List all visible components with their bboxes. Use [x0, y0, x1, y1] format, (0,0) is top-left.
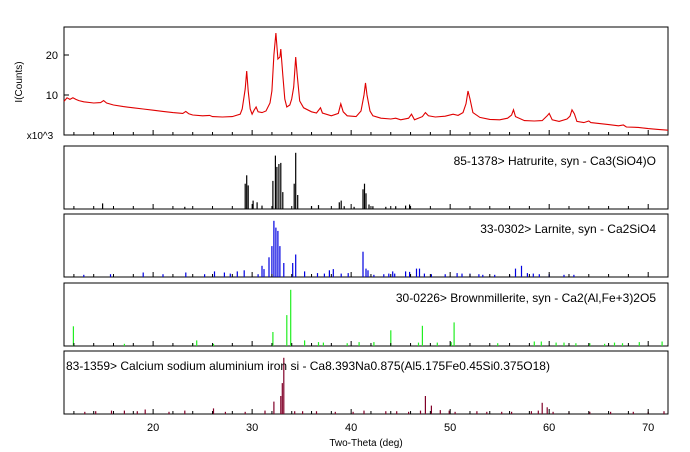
pattern-panel: 10 20 I(Counts) x10^3	[14, 26, 669, 142]
x-tick-label: 30	[246, 422, 258, 434]
x-tick-label: 40	[345, 422, 357, 434]
x-axis: 20 30 40 50 60 70	[147, 422, 654, 434]
reference-frame-3	[63, 282, 669, 347]
x-tick-label: 60	[543, 422, 555, 434]
reference-label-1: 85-1378> Hatrurite, syn - Ca3(SiO4)O	[454, 154, 656, 168]
pattern-line	[63, 32, 669, 131]
x-tick-label: 50	[444, 422, 456, 434]
y-axis-label: I(Counts)	[14, 61, 25, 102]
y-tick-label: 10	[46, 90, 58, 102]
x-axis-label: Two-Theta (deg)	[329, 438, 402, 449]
x-tick-label: 70	[642, 422, 654, 434]
reference-panel-1: 85-1378> Hatrurite, syn - Ca3(SiO4)O	[63, 145, 669, 210]
reference-label-4: 83-1359> Calcium sodium aluminium iron s…	[66, 359, 550, 373]
pattern-frame	[63, 26, 669, 136]
reference-frame-4	[63, 350, 669, 415]
x-tick-label: 20	[147, 422, 159, 434]
reference-label-3: 30-0226> Brownmillerite, syn - Ca2(Al,Fe…	[396, 291, 656, 305]
y-tick-label: 20	[46, 50, 58, 62]
reference-panel-3: 30-0226> Brownmillerite, syn - Ca2(Al,Fe…	[63, 282, 669, 347]
reference-label-2: 33-0302> Larnite, syn - Ca2SiO4	[480, 222, 656, 236]
reference-panel-2: 33-0302> Larnite, syn - Ca2SiO4	[63, 213, 669, 278]
reference-panel-4: 83-1359> Calcium sodium aluminium iron s…	[63, 350, 669, 415]
y-multiplier: x10^3	[27, 131, 54, 142]
